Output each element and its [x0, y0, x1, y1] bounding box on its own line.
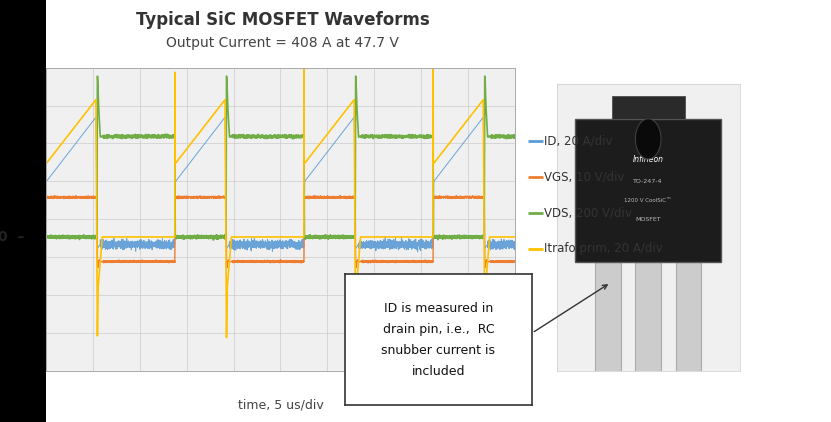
Bar	[575, 119, 721, 262]
Text: 0  –: 0 –	[0, 230, 25, 244]
Text: TO-247-4: TO-247-4	[633, 179, 663, 184]
Text: MOSFET: MOSFET	[636, 217, 661, 222]
Bar	[676, 242, 701, 371]
Text: Itrafo prim, 20 A/div: Itrafo prim, 20 A/div	[544, 243, 663, 255]
Text: ID is measured in
drain pin, i.e.,  RC
snubber current is
included: ID is measured in drain pin, i.e., RC sn…	[381, 302, 495, 378]
Text: 1200 V CoolSiC™: 1200 V CoolSiC™	[624, 198, 672, 203]
Text: VDS, 200 V/div: VDS, 200 V/div	[544, 207, 632, 219]
Text: time, 5 us/div: time, 5 us/div	[238, 399, 323, 412]
Bar	[636, 242, 661, 371]
Text: Output Current = 408 A at 47.7 V: Output Current = 408 A at 47.7 V	[166, 36, 399, 50]
Bar	[595, 242, 621, 371]
Text: Typical SiC MOSFET Waveforms: Typical SiC MOSFET Waveforms	[135, 11, 430, 29]
Text: Infineon: Infineon	[632, 154, 664, 163]
Text: ID, 20 A/div: ID, 20 A/div	[544, 135, 612, 148]
Text: VGS, 10 V/div: VGS, 10 V/div	[544, 171, 625, 184]
Circle shape	[636, 119, 661, 159]
Bar	[612, 96, 685, 119]
